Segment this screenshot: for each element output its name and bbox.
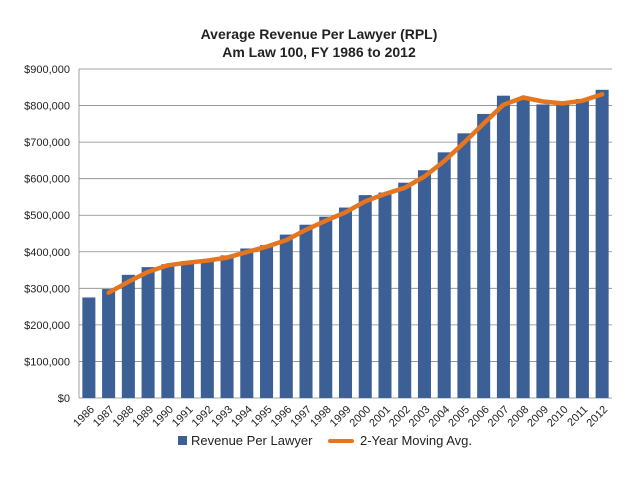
- y-tick-label: $900,000: [24, 64, 70, 76]
- bar-1991: [181, 261, 195, 398]
- bar-1989: [141, 267, 155, 398]
- x-tick-label: 1988: [111, 404, 137, 430]
- bar-1986: [82, 297, 96, 398]
- legend-item-line: 2-Year Moving Avg.: [328, 433, 472, 448]
- y-tick-label: $400,000: [24, 247, 70, 259]
- x-tick-label: 2002: [387, 404, 413, 430]
- x-tick-label: 1989: [130, 404, 156, 430]
- x-tick-label: 2001: [367, 404, 393, 430]
- bar-series: [82, 89, 609, 399]
- y-tick-label: $300,000: [24, 283, 70, 295]
- bar-1993: [220, 255, 234, 398]
- x-tick-label: 2012: [584, 404, 610, 430]
- moving-average-line: [106, 91, 605, 295]
- x-tick-label: 1994: [229, 404, 255, 430]
- bar-1987: [102, 289, 116, 398]
- legend-swatch-bar: [178, 436, 187, 445]
- bar-1992: [200, 259, 214, 398]
- y-axis-ticks: $0 $100,000 $200,000 $300,000 $400,000 $500,0…: [24, 64, 70, 405]
- x-tick-label: 1997: [288, 404, 314, 430]
- bar-1997: [299, 224, 313, 398]
- x-tick-label: 1993: [209, 404, 235, 430]
- bar-2012: [595, 89, 609, 398]
- x-tick-label: 1990: [150, 404, 176, 430]
- bar-1998: [319, 216, 333, 398]
- legend-label-bar: Revenue Per Lawyer: [191, 433, 313, 448]
- y-tick-label: $600,000: [24, 174, 70, 186]
- x-tick-label: 2011: [565, 404, 590, 429]
- bar-2008: [516, 98, 530, 398]
- x-tick-label: 1999: [328, 404, 354, 430]
- x-tick-label: 1996: [269, 404, 295, 430]
- x-tick-label: 1986: [71, 404, 97, 430]
- x-tick-label: 2008: [505, 404, 531, 430]
- x-tick-label: 2003: [407, 404, 433, 430]
- x-tick-label: 1998: [308, 404, 334, 430]
- bar-2010: [556, 102, 570, 399]
- bar-2003: [417, 170, 431, 398]
- x-tick-label: 2000: [348, 404, 374, 430]
- bar-1995: [260, 245, 274, 398]
- y-tick-label: $200,000: [24, 320, 70, 332]
- bar-2009: [536, 104, 550, 398]
- x-tick-label: 2004: [427, 404, 453, 430]
- x-tick-label: 2006: [466, 404, 492, 430]
- y-tick-label: $100,000: [24, 356, 70, 368]
- bar-2001: [378, 192, 392, 398]
- chart-subtitle: Am Law 100, FY 1986 to 2012: [222, 44, 416, 60]
- moving-average-series: [106, 91, 605, 295]
- bar-1994: [240, 248, 254, 398]
- bar-1990: [161, 264, 175, 398]
- y-tick-label: $700,000: [24, 137, 70, 149]
- x-axis-ticks: 1986198719881989199019911992199319941995…: [71, 404, 610, 430]
- chart-title: Average Revenue Per Lawyer (RPL): [200, 26, 438, 42]
- bar-2006: [477, 113, 491, 399]
- y-tick-label: $0: [58, 393, 70, 405]
- x-tick-label: 2010: [545, 404, 571, 430]
- x-tick-label: 2009: [525, 404, 551, 430]
- y-tick-label: $500,000: [24, 210, 70, 222]
- bar-1996: [279, 234, 293, 398]
- legend-label-line: 2-Year Moving Avg.: [360, 433, 473, 448]
- x-tick-label: 1992: [190, 404, 216, 430]
- bar-2000: [358, 195, 372, 398]
- x-tick-label: 1995: [249, 404, 275, 430]
- bar-2002: [398, 182, 412, 398]
- legend-swatch-line: [328, 438, 354, 443]
- bar-2005: [457, 133, 471, 399]
- bar-2007: [496, 95, 510, 399]
- bar-1999: [338, 207, 353, 398]
- bar-1988: [121, 274, 135, 398]
- x-tick-label: 1987: [91, 404, 117, 430]
- legend: Revenue Per Lawyer 2-Year Moving Avg.: [0, 433, 638, 453]
- y-tick-label: $800,000: [24, 101, 70, 113]
- x-tick-label: 2005: [446, 404, 472, 430]
- x-tick-label: 2007: [486, 404, 512, 430]
- bar-2004: [437, 152, 451, 398]
- legend-item-bar: Revenue Per Lawyer: [178, 433, 312, 448]
- bar-2011: [575, 98, 589, 398]
- x-tick-label: 1991: [170, 404, 196, 430]
